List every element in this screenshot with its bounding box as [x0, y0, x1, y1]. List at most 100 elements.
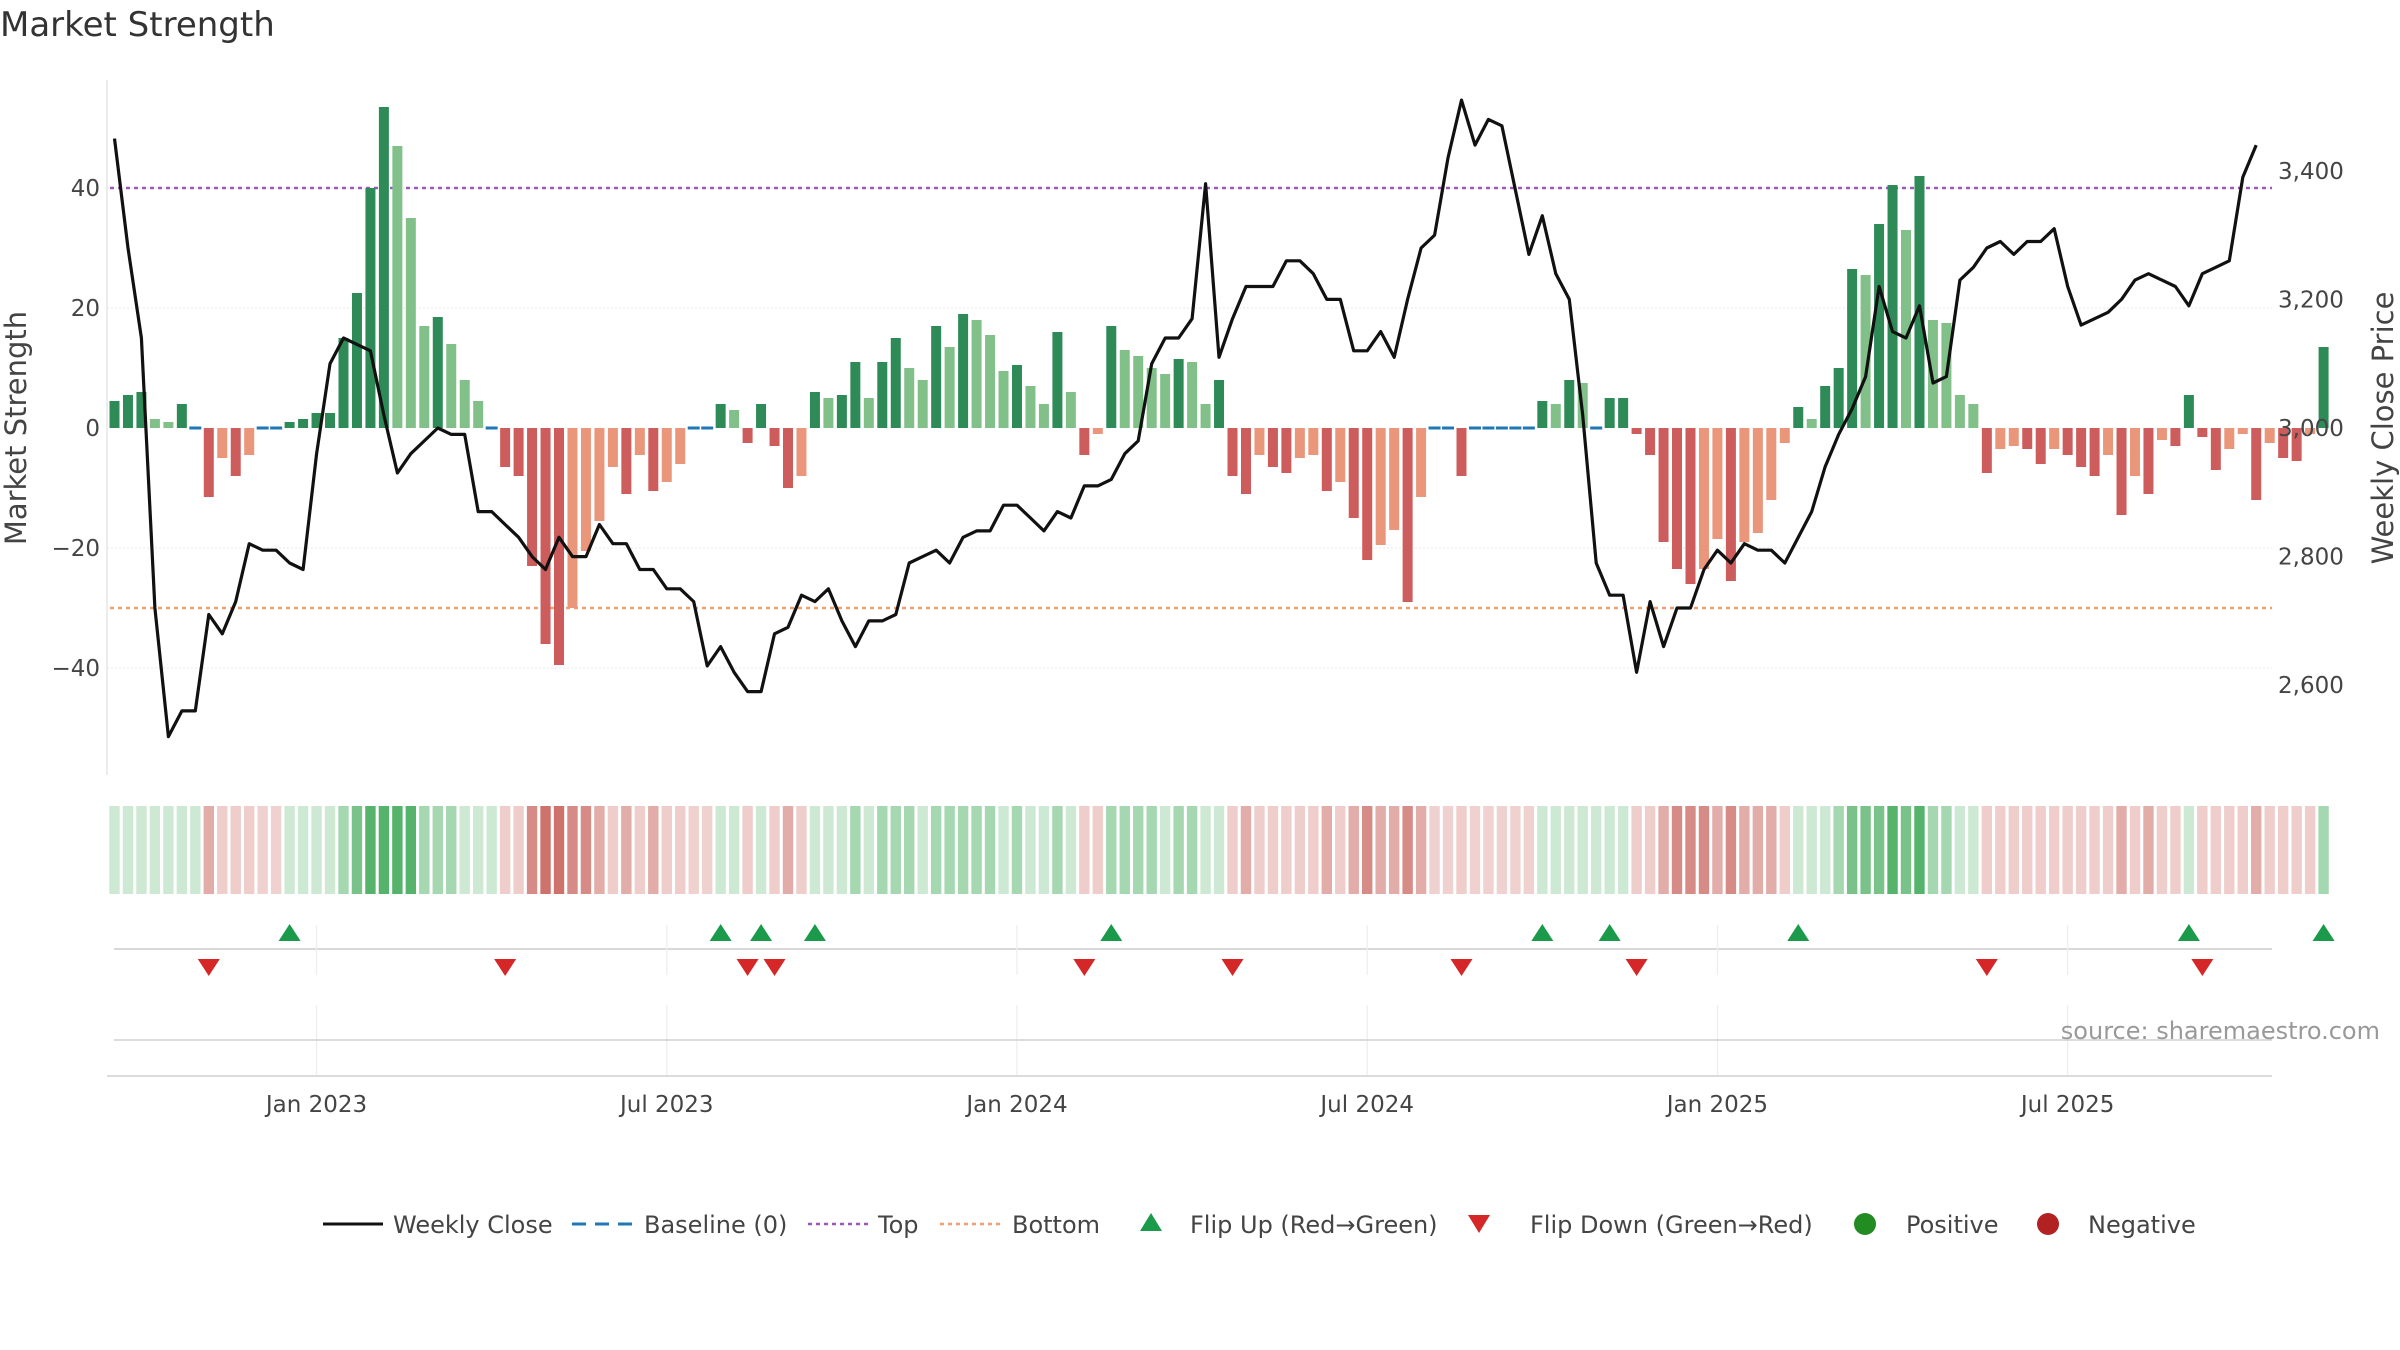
strip-cell — [567, 806, 578, 894]
left-tick-label: 40 — [71, 176, 100, 202]
flip-down-marker — [1073, 959, 1096, 976]
strip-cell — [930, 806, 942, 894]
strength-bar — [1860, 275, 1871, 428]
strength-bar — [1375, 428, 1386, 545]
strip-cell — [2291, 806, 2302, 894]
legend-label: Bottom — [1012, 1211, 1100, 1239]
legend-item-flip-down: Flip Down (Green→Red) — [1468, 1211, 1813, 1239]
strength-bar — [1227, 428, 1238, 476]
strip-cell — [472, 806, 484, 894]
strip-cell — [1321, 806, 1332, 894]
strength-bar — [1065, 392, 1076, 428]
strength-bar — [1658, 428, 1669, 542]
legend-label: Weekly Close — [393, 1211, 553, 1239]
strength-bar — [1362, 428, 1373, 560]
strength-bar — [877, 362, 888, 428]
flip-up-marker — [1598, 924, 1621, 941]
strength-bar — [742, 428, 753, 443]
source-credit: source: sharemaestro.com — [2061, 1017, 2380, 1045]
reference-lines — [110, 186, 2272, 610]
legend-label: Top — [877, 1211, 919, 1239]
strip-cell — [917, 806, 928, 894]
strength-bar — [1820, 386, 1831, 428]
strength-bar — [1389, 428, 1400, 530]
flip-up-marker — [803, 924, 826, 941]
strip-cell — [1052, 806, 1063, 894]
strip-cell — [661, 806, 672, 894]
left-y-axis: 40 20 0 −20 −40 — [51, 176, 100, 682]
x-axis: Jan 2023 Jul 2023 Jan 2024 Jul 2024 Jan 2025… — [264, 1092, 2115, 1118]
strength-bar — [325, 413, 336, 428]
strength-bar — [513, 428, 524, 476]
strength-bar — [1267, 428, 1278, 467]
strip-cell — [136, 806, 147, 894]
flip-up-marker — [1531, 924, 1554, 941]
legend-label: Positive — [1906, 1211, 1999, 1239]
strip-cell — [728, 806, 740, 894]
bottom-panel — [107, 1005, 2272, 1077]
strip-cell — [1119, 806, 1130, 894]
strength-bar — [2210, 428, 2221, 470]
strip-cell — [782, 806, 794, 894]
strength-bar — [1672, 428, 1683, 569]
strip-cell — [2264, 806, 2275, 894]
strength-bar — [783, 428, 793, 488]
flip-down-marker — [2191, 959, 2214, 976]
strength-bar — [1240, 428, 1251, 494]
strip-cell — [1712, 806, 1723, 894]
strength-bar — [1106, 326, 1117, 428]
strength-bar — [661, 428, 672, 482]
strip-cell — [2116, 806, 2127, 894]
strip-cell — [338, 806, 349, 894]
flip-up-marker — [278, 924, 301, 941]
strip-cell — [1146, 806, 1157, 894]
strength-bar — [1995, 428, 2006, 449]
strip-cell — [1793, 806, 1804, 894]
strip-cell — [190, 806, 201, 894]
strength-bar — [1698, 428, 1709, 569]
strip-cell — [2183, 806, 2195, 894]
strength-bar — [1806, 419, 1817, 428]
strip-cell — [1631, 806, 1642, 894]
strength-bar — [1645, 428, 1656, 455]
strength-bar — [1025, 386, 1036, 428]
strength-bar — [863, 398, 874, 428]
triangle-up-icon — [1140, 1213, 1162, 1231]
strength-bar — [2264, 428, 2275, 443]
x-tick-label: Jan 2023 — [264, 1092, 367, 1118]
legend-item-bottom: Bottom — [940, 1211, 1100, 1239]
strength-bar — [554, 428, 565, 665]
strip-cell — [1267, 806, 1279, 894]
strength-bar — [944, 347, 955, 428]
strip-cell — [1860, 806, 1871, 894]
strip-cell — [1900, 806, 1912, 894]
strength-bar — [2049, 428, 2060, 449]
strength-bar — [985, 335, 996, 428]
strength-bar — [217, 428, 228, 458]
strength-bar — [904, 368, 915, 428]
strip-cell — [1873, 806, 1885, 894]
strength-bar — [729, 410, 740, 428]
strip-cell — [621, 806, 632, 894]
strength-bar — [1011, 365, 1022, 428]
strip-cell — [1038, 806, 1050, 894]
strip-cell — [594, 806, 605, 894]
strength-bar — [2237, 428, 2248, 434]
right-axis-label: Weekly Close Price — [2366, 292, 2400, 565]
strip-cell — [1537, 806, 1548, 894]
strength-bar — [378, 107, 389, 428]
strip-cell — [1402, 806, 1413, 894]
strength-bar — [527, 428, 538, 566]
weekly-close-series — [112, 98, 2258, 739]
strength-bar — [1092, 428, 1103, 434]
strength-bar — [621, 428, 632, 494]
left-tick-label: 0 — [85, 416, 100, 442]
strength-bar — [1146, 368, 1157, 428]
strip-cell — [2224, 806, 2235, 894]
strength-bar — [2291, 428, 2302, 461]
x-tick-label: Jul 2023 — [618, 1092, 714, 1118]
strength-bar — [109, 401, 120, 428]
strength-bar — [1173, 359, 1184, 428]
strip-cell — [553, 806, 565, 894]
strength-bar — [2103, 428, 2114, 455]
